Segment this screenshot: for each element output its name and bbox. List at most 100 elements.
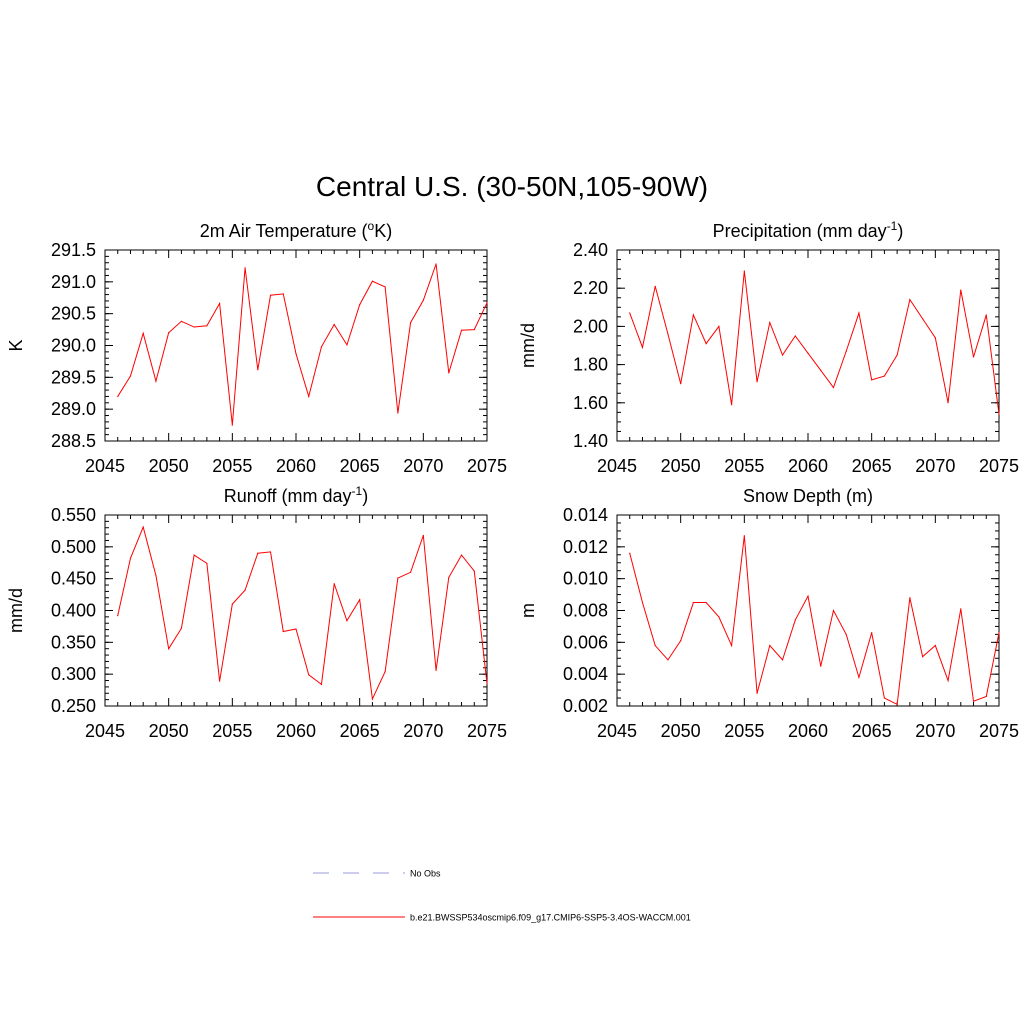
data-point <box>333 583 335 585</box>
x-tick-label: 2055 <box>212 721 252 741</box>
data-point <box>769 321 771 324</box>
data-point <box>985 314 987 316</box>
x-tick-label: 2045 <box>85 456 125 476</box>
data-point <box>371 698 373 700</box>
data-point <box>960 608 962 610</box>
y-tick-label: 0.450 <box>51 569 96 589</box>
data-point <box>705 601 707 604</box>
data-point <box>807 352 809 354</box>
data-point <box>320 683 323 685</box>
data-point <box>871 379 873 381</box>
data-point <box>922 318 924 320</box>
data-point <box>883 375 886 377</box>
data-point <box>629 312 631 314</box>
y-tick-label: 291.5 <box>51 240 96 260</box>
x-tick-label: 2075 <box>467 456 507 476</box>
data-point <box>972 700 975 702</box>
data-point <box>397 412 399 414</box>
y-tick-label: 289.5 <box>51 367 96 387</box>
data-point <box>680 383 682 385</box>
x-tick-label: 2065 <box>852 721 892 741</box>
panel-4: Snow Depth (m) m 2045 2050 2055 2060 2065 2070 2… <box>518 486 1019 741</box>
data-point <box>257 369 259 371</box>
data-point <box>231 424 233 426</box>
y-tick-label: 0.250 <box>51 696 96 716</box>
x-tick-label: 2075 <box>979 721 1019 741</box>
data-point <box>781 354 784 356</box>
y-tick-label: 0.550 <box>51 505 96 525</box>
data-point <box>909 597 911 599</box>
data-point <box>947 679 949 682</box>
x-tick-label: 2045 <box>85 721 125 741</box>
x-tick-label: 2060 <box>788 721 828 741</box>
data-point <box>473 570 475 572</box>
x-tick-label: 2055 <box>724 721 764 741</box>
y-tick-label: 0.006 <box>563 632 608 652</box>
y-tick-label: 0.002 <box>563 696 608 716</box>
data-point <box>998 632 1000 634</box>
data-point <box>718 616 720 618</box>
x-tick-label: 2055 <box>724 456 764 476</box>
data-point <box>985 695 987 698</box>
data-point <box>460 329 463 331</box>
series-line <box>117 263 488 426</box>
plot-frame <box>104 249 488 442</box>
data-point <box>269 294 272 296</box>
data-point <box>219 680 221 682</box>
panel-3: Runoff (mm day-1) mm/d 2045 2050 2055 2060 206… <box>6 484 507 741</box>
data-point <box>384 671 386 673</box>
x-tick-label: 2065 <box>340 456 380 476</box>
y-axis-label: mm/d <box>518 323 538 368</box>
x-tick-label: 2065 <box>852 456 892 476</box>
data-point <box>934 644 936 647</box>
data-point <box>282 630 284 633</box>
panel-1: 2m Air Temperature (oK) K 2045 2050 2055 2060… <box>6 219 507 476</box>
data-point <box>168 332 170 334</box>
panel-title-superscript: -1 <box>352 484 363 498</box>
panel-title-tail: ) <box>897 221 903 241</box>
data-point <box>180 320 182 322</box>
data-point <box>486 683 488 685</box>
data-point <box>820 665 822 667</box>
data-point <box>756 381 758 383</box>
data-point <box>142 526 144 528</box>
panel-title-tail: ) <box>362 486 368 506</box>
data-point <box>295 353 297 355</box>
data-point <box>718 325 720 327</box>
data-point <box>206 562 208 564</box>
data-point <box>206 325 208 327</box>
panel-title-text: 2m Air Temperature ( <box>200 221 368 241</box>
panel-title-superscript: o <box>368 219 375 233</box>
data-point <box>731 644 733 647</box>
data-point <box>168 648 170 650</box>
x-tick-label: 2070 <box>915 456 955 476</box>
panel-title-tail: K) <box>374 221 392 241</box>
legend-label-2: b.e21.BWSSP534oscmip6.f09_g17.CMIP6-SSP5… <box>410 913 691 923</box>
data-point <box>308 674 310 676</box>
y-tick-label: 288.5 <box>51 431 96 451</box>
data-point <box>731 404 733 406</box>
data-point <box>180 627 182 629</box>
x-tick-label: 2050 <box>661 456 701 476</box>
data-point <box>858 312 860 314</box>
x-tick-label: 2070 <box>915 721 955 741</box>
x-tick-label: 2050 <box>149 456 189 476</box>
series-line <box>629 535 1000 706</box>
x-tick-label: 2070 <box>403 721 443 741</box>
data-point <box>832 386 835 389</box>
panel-title: Snow Depth (m) <box>743 486 873 506</box>
data-point <box>896 354 898 356</box>
x-tick-label: 2075 <box>467 721 507 741</box>
x-tick-label: 2060 <box>788 456 828 476</box>
data-point <box>244 589 246 591</box>
data-point <box>845 350 847 352</box>
data-point <box>858 676 860 678</box>
series-line <box>117 525 488 701</box>
data-point <box>845 633 847 635</box>
data-point <box>269 551 272 553</box>
data-point <box>129 375 132 377</box>
panels-group: 2m Air Temperature (oK) K 2045 2050 2055 2060… <box>6 219 1019 741</box>
data-point <box>654 285 656 287</box>
data-point <box>142 332 144 335</box>
y-tick-label: 0.004 <box>563 664 608 684</box>
